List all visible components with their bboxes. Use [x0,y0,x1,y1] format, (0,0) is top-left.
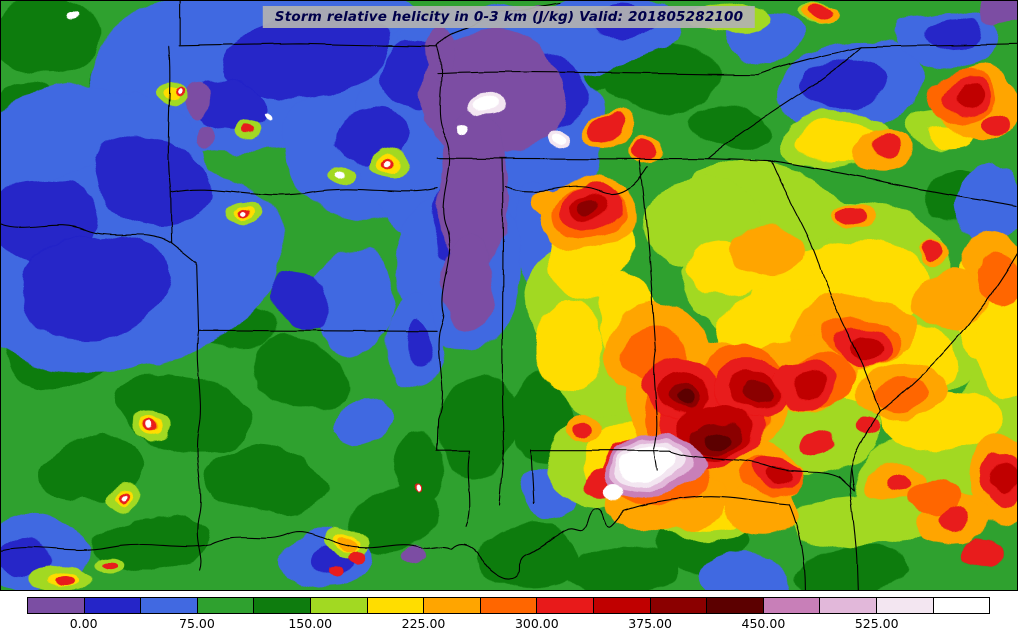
colorbar-segment [309,598,367,613]
colorbar-segment [366,598,424,613]
colorbar-segment [423,598,480,613]
colorbar-segment [253,598,310,613]
colorbar-segment [28,598,84,613]
colorbar [27,597,990,614]
colorbar-segment [83,598,141,613]
colorbar-tick-label: 225.00 [401,616,446,631]
colorbar-tick-label: 75.00 [179,616,215,631]
helicity-map: Storm relative helicity in 0-3 km (J/kg)… [0,0,1018,591]
colorbar-segment [875,598,933,613]
colorbar-tick-label: 450.00 [741,616,786,631]
colorbar-wrap: 0.00 75.00 150.00 225.00 300.00 375.00 450.00 5… [27,597,990,633]
colorbar-segment [536,598,593,613]
colorbar-segment [932,598,990,613]
colorbar-segment [762,598,820,613]
colorbar-segment [479,598,537,613]
colorbar-segment [196,598,254,613]
state-boundaries [1,1,1017,590]
map-title: Storm relative helicity in 0-3 km (J/kg)… [262,6,756,28]
colorbar-tick-label: 525.00 [854,616,899,631]
colorbar-tick-label: 0.00 [69,616,98,631]
colorbar-labels: 0.00 75.00 150.00 225.00 300.00 375.00 450.00 5… [27,616,990,633]
colorbar-segment [649,598,707,613]
colorbar-tick-label: 375.00 [628,616,672,631]
colorbar-tick-label: 150.00 [288,616,333,631]
colorbar-segment [140,598,197,613]
colorbar-tick-label: 300.00 [514,616,559,631]
colorbar-segment [706,598,763,613]
colorbar-segment [592,598,650,613]
colorbar-segment [819,598,876,613]
helicity-field-svg [1,1,1017,590]
